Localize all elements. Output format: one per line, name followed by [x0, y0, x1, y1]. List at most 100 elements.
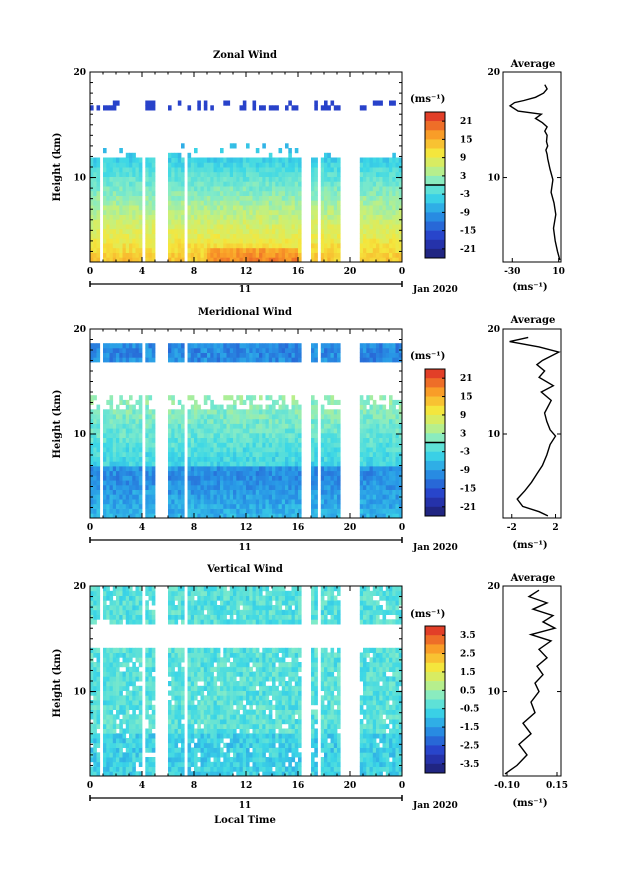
heatmap-cell — [259, 219, 263, 225]
heatmap-cell — [363, 171, 367, 177]
heatmap-cell — [398, 243, 403, 249]
heatmap-cell — [233, 167, 237, 173]
heatmap-cell — [226, 219, 231, 225]
heatmap-cell — [122, 238, 127, 244]
heatmap-cell — [324, 228, 328, 234]
heatmap-cell — [398, 503, 403, 509]
heatmap-cell — [119, 738, 123, 744]
heatmap-cell — [382, 343, 387, 349]
heatmap-cell — [398, 162, 403, 168]
heatmap-cell — [278, 513, 283, 519]
heatmap-cell — [90, 484, 94, 490]
heatmap-cell — [90, 771, 94, 777]
heatmap-cell — [275, 257, 279, 263]
heatmap-cell — [223, 209, 227, 215]
heatmap-cell — [213, 162, 218, 168]
heatmap-cell — [103, 761, 107, 767]
heatmap-cell — [259, 418, 263, 424]
heatmap-cell — [324, 105, 328, 111]
heatmap-cell — [168, 247, 172, 253]
heatmap-cell — [288, 167, 292, 173]
heatmap-cell — [93, 200, 97, 206]
heatmap-cell — [298, 494, 302, 500]
heatmap-cell — [229, 484, 234, 490]
heatmap-cell — [216, 205, 221, 211]
heatmap-cell — [132, 190, 136, 196]
heatmap-cell — [177, 442, 182, 448]
heatmap-cell — [229, 508, 234, 514]
heatmap-cell — [187, 347, 192, 353]
heatmap-cell — [116, 709, 120, 715]
heatmap-cell — [112, 247, 117, 253]
heatmap-cell — [337, 167, 341, 173]
heatmap-cell — [294, 200, 299, 206]
heatmap-cell — [112, 700, 117, 706]
heatmap-cell — [132, 671, 136, 677]
heatmap-cell — [190, 195, 195, 201]
heatmap-cell — [135, 352, 140, 358]
heatmap-cell — [103, 171, 107, 177]
heatmap-cell — [236, 499, 240, 505]
heatmap-cell — [294, 480, 299, 486]
heatmap-cell — [382, 200, 387, 206]
heatmap-cell — [200, 466, 205, 472]
heatmap-cell — [174, 503, 179, 509]
heatmap-cell — [145, 224, 149, 230]
heatmap-cell — [246, 395, 250, 401]
heatmap-cell — [96, 190, 101, 196]
heatmap-cell — [116, 700, 120, 706]
heatmap-cell — [93, 214, 97, 220]
heatmap-cell — [103, 437, 107, 443]
heatmap-cell — [213, 418, 218, 424]
heatmap-cell — [395, 456, 400, 462]
heatmap-cell — [320, 228, 325, 234]
heatmap-cell — [213, 167, 218, 173]
heatmap-cell — [96, 742, 101, 748]
heatmap-cell — [132, 723, 136, 729]
heatmap-cell — [112, 619, 117, 625]
heatmap-cell — [129, 704, 133, 710]
heatmap-cell — [174, 466, 179, 472]
heatmap-cell — [93, 352, 97, 358]
heatmap-cell — [398, 171, 403, 177]
heatmap-cell — [275, 503, 279, 509]
heatmap-cell — [324, 152, 328, 158]
heatmap-cell — [116, 761, 120, 767]
heatmap-cell — [278, 238, 283, 244]
heatmap-cell — [320, 499, 325, 505]
heatmap-cell — [236, 494, 240, 500]
heatmap-cell — [320, 418, 325, 424]
heatmap-cell — [210, 186, 214, 192]
heatmap-cell — [255, 257, 260, 263]
heatmap-cell — [278, 186, 283, 192]
heatmap-cell — [233, 352, 237, 358]
heatmap-cell — [249, 205, 253, 211]
heatmap-cell — [213, 219, 218, 225]
heatmap-cell — [112, 456, 117, 462]
heatmap-cell — [333, 200, 338, 206]
heatmap-cell — [197, 209, 201, 215]
heatmap-cell — [379, 513, 383, 519]
heatmap-cell — [96, 466, 101, 472]
heatmap-cell — [379, 418, 383, 424]
heatmap-cell — [314, 243, 318, 249]
heatmap-cell — [395, 442, 400, 448]
heatmap-cell — [246, 143, 250, 149]
heatmap-cell — [389, 167, 393, 173]
heatmap-cell — [106, 162, 110, 168]
heatmap-cell — [398, 228, 403, 234]
heatmap-cell — [327, 508, 331, 514]
heatmap-cell — [262, 447, 266, 453]
heatmap-cell — [200, 470, 205, 476]
heatmap-cell — [246, 470, 250, 476]
heatmap-cell — [259, 357, 263, 363]
heatmap-cell — [330, 347, 335, 353]
heatmap-cell — [333, 456, 338, 462]
heatmap-cell — [187, 219, 192, 225]
heatmap-cell — [132, 414, 136, 420]
heatmap-cell — [171, 238, 175, 244]
heatmap-cell — [366, 176, 370, 182]
heatmap-cell — [138, 442, 143, 448]
heatmap-cell — [337, 461, 341, 467]
heatmap-cell — [275, 494, 279, 500]
